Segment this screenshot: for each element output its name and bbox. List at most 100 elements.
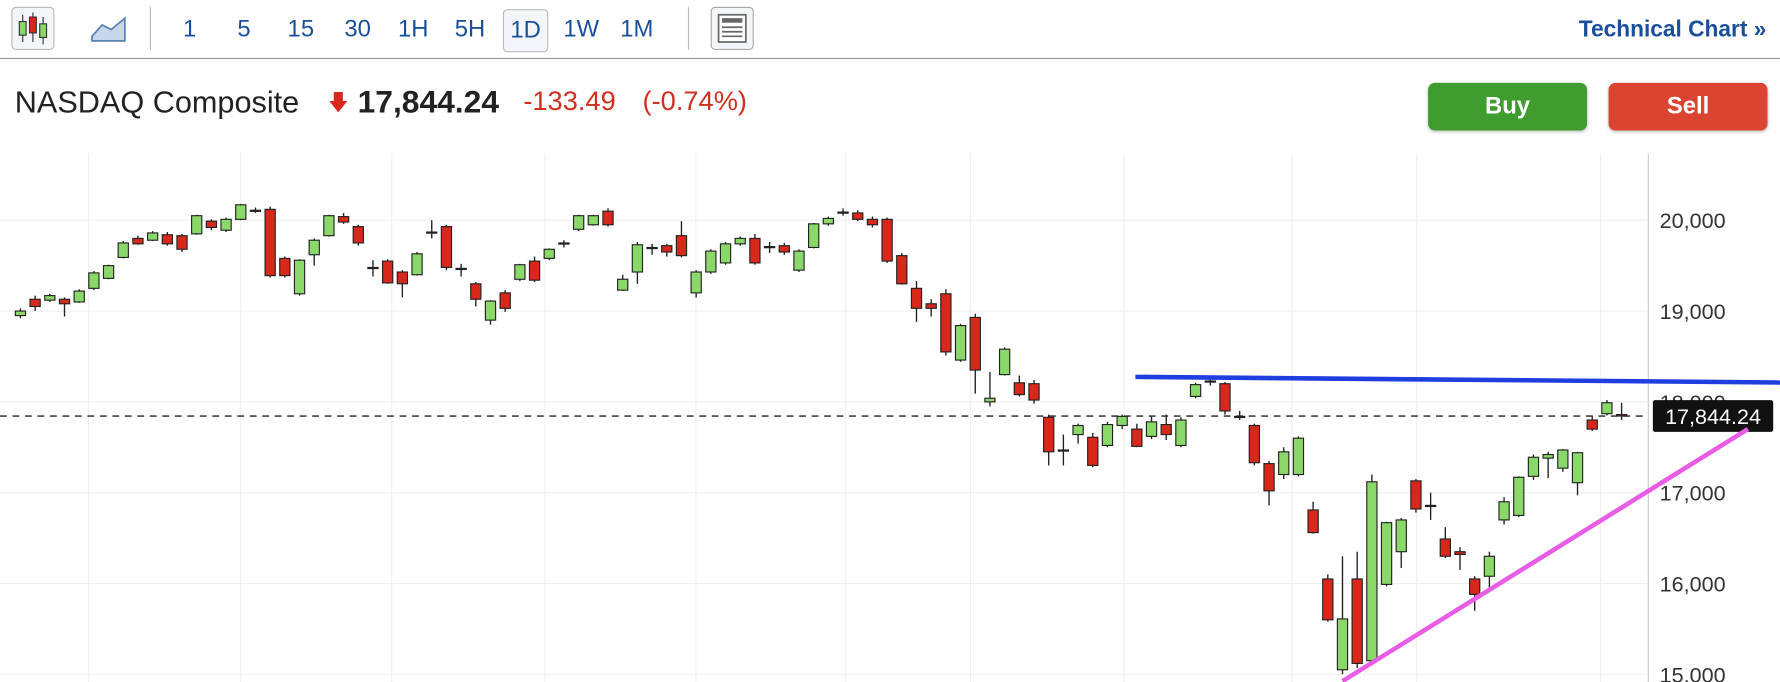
candle-body — [1072, 424, 1084, 436]
candle-body — [881, 218, 893, 262]
candle-body — [396, 271, 409, 285]
candle-body — [866, 218, 879, 226]
candle-body — [1189, 384, 1202, 397]
trendline — [1135, 374, 1780, 385]
candle-body — [337, 216, 350, 223]
candle-body — [514, 264, 526, 280]
candle-body — [954, 325, 967, 361]
interval-button[interactable]: 1 — [182, 15, 197, 43]
candle-body — [778, 245, 790, 253]
candle-body — [1542, 453, 1554, 459]
candle-body — [323, 215, 335, 237]
candle-body — [1263, 463, 1275, 492]
interval-button[interactable]: 1H — [397, 15, 429, 43]
y-tick-label: 17,000 — [1660, 481, 1726, 506]
candle-body — [367, 266, 379, 270]
candle-body — [205, 220, 218, 229]
candle-body — [1160, 423, 1172, 436]
interval-button[interactable]: 1D — [502, 9, 549, 53]
interval-button[interactable]: 5 — [237, 15, 251, 43]
candle-body — [381, 260, 394, 284]
candle-body — [763, 245, 776, 249]
y-tick-label: 20,000 — [1660, 208, 1726, 233]
candle-body — [1513, 476, 1525, 516]
candle-body — [1498, 501, 1510, 521]
candle-body — [1395, 519, 1407, 553]
candle-body — [352, 226, 364, 244]
candle-body — [1219, 383, 1231, 412]
interval-button[interactable]: 5H — [454, 15, 486, 43]
candle-body — [602, 210, 614, 226]
candle-body — [58, 298, 71, 305]
candle-body — [1028, 383, 1040, 401]
line-icon[interactable] — [91, 14, 127, 44]
candle-body — [1469, 578, 1481, 595]
candle-body — [528, 260, 541, 281]
candle-body — [1087, 436, 1099, 467]
candle-body — [484, 300, 497, 321]
candle-body — [132, 237, 144, 245]
candle-body — [719, 243, 732, 264]
technical-chart-link[interactable]: Technical Chart » — [1578, 17, 1767, 43]
candle-body — [1454, 551, 1466, 556]
candle-body — [1424, 504, 1437, 508]
candle-body — [293, 259, 306, 295]
candle-body — [1057, 449, 1070, 452]
interval-button[interactable]: 15 — [287, 15, 315, 43]
candle-body — [969, 316, 981, 371]
candle-body — [1292, 437, 1305, 476]
candle-body — [734, 237, 746, 245]
candle-body — [1527, 456, 1540, 477]
sell-button[interactable]: Sell — [1608, 82, 1768, 131]
interval-button[interactable]: 30 — [344, 15, 371, 43]
candle-body — [1131, 428, 1143, 447]
candle-body — [1307, 509, 1319, 534]
candle-body — [1043, 416, 1055, 453]
candle-body — [235, 204, 247, 220]
candle-body — [1351, 578, 1363, 664]
y-tick-label: 19,000 — [1660, 299, 1726, 324]
y-tick-label: 16,000 — [1660, 571, 1726, 596]
candle-body — [1248, 424, 1261, 464]
candle-body — [1322, 578, 1334, 621]
candle-body — [1571, 452, 1584, 484]
candle-icon[interactable] — [11, 6, 55, 50]
interval-button[interactable]: 1M — [620, 15, 654, 43]
candle-body — [675, 235, 688, 257]
candle-body — [29, 298, 41, 308]
candle-body — [998, 348, 1011, 376]
candle-body — [793, 250, 805, 271]
last-price-box — [1652, 400, 1774, 432]
candle-body — [176, 235, 188, 250]
last-price-label: 17,844.24 — [1665, 404, 1761, 429]
candle-body — [617, 278, 629, 291]
buy-button[interactable]: Buy — [1428, 82, 1588, 131]
candle-body — [411, 253, 423, 276]
news-icon[interactable] — [710, 6, 754, 50]
interval-button[interactable]: 1W — [563, 15, 600, 43]
separator — [149, 6, 151, 50]
y-tick-label: 15,000 — [1660, 662, 1726, 682]
candle-body — [1586, 419, 1598, 430]
candle-body — [426, 231, 438, 234]
candle-body — [1483, 555, 1496, 577]
candle-body — [984, 397, 996, 403]
candle-body — [940, 293, 952, 353]
price: 17,844.24 — [357, 84, 500, 120]
candle-body — [455, 267, 467, 271]
down-arrow — [329, 91, 348, 113]
instrument-name: NASDAQ Composite — [14, 85, 300, 120]
candle-body — [117, 242, 129, 259]
candle-body — [807, 223, 820, 249]
candle-body — [631, 244, 644, 273]
candle-body — [1175, 419, 1187, 447]
line-glyph — [91, 16, 126, 42]
candle-body — [646, 246, 658, 250]
candle-body — [1278, 451, 1290, 476]
separator — [687, 6, 690, 50]
candle-body — [1013, 382, 1025, 396]
candle-body — [161, 234, 174, 245]
candle-body — [896, 255, 908, 285]
candle-body — [925, 303, 937, 309]
